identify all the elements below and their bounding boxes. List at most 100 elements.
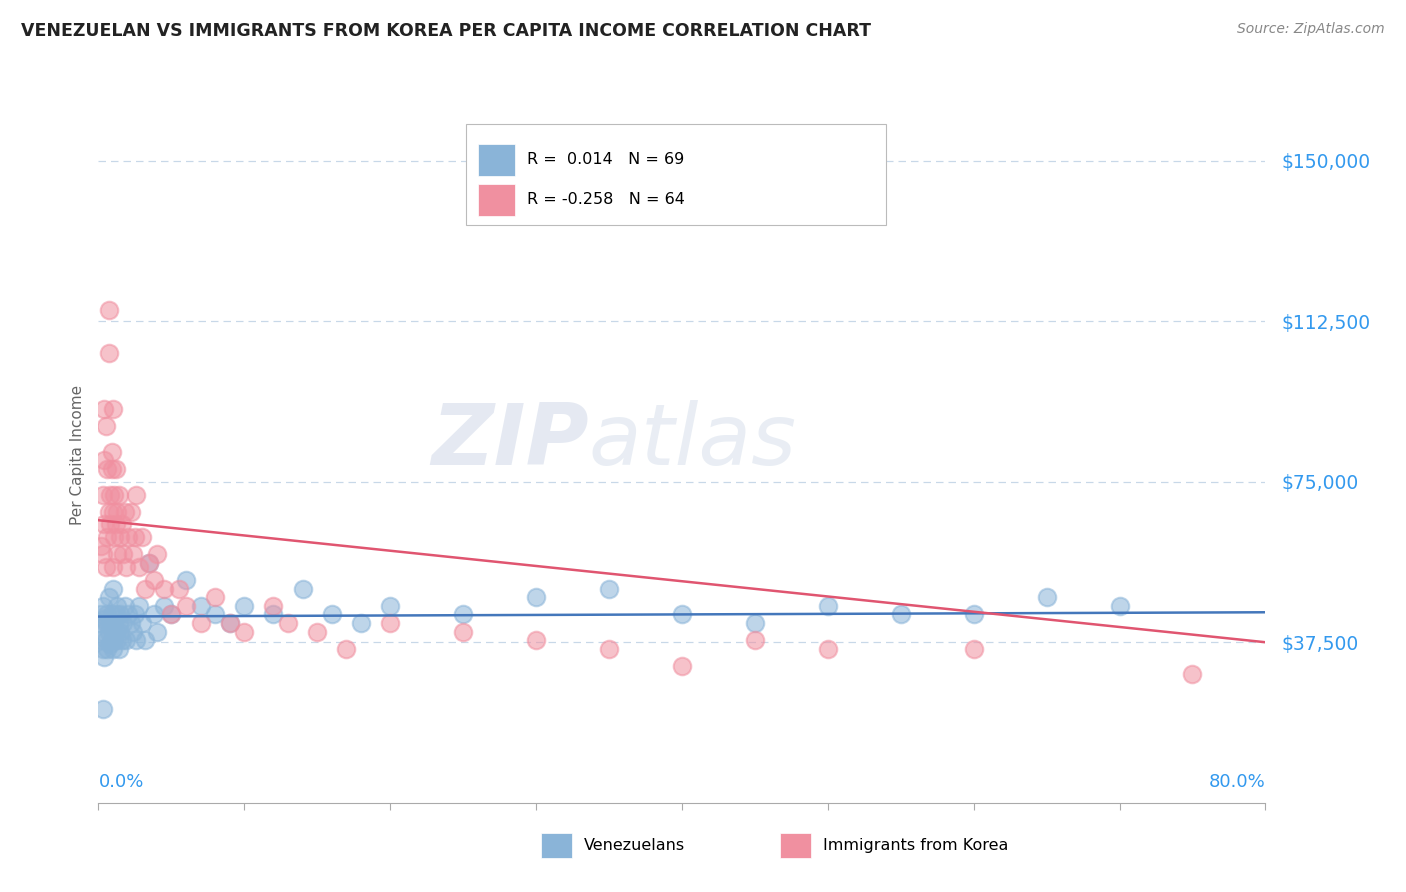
Point [160,607,183,622]
Point [94,615,117,630]
Point [233,624,256,639]
Point [142,607,165,622]
Point [174,599,197,613]
Point [97,624,120,639]
Text: R =  0.014   N = 69: R = 0.014 N = 69 [527,152,683,167]
Text: 0.0%: 0.0% [98,772,143,791]
Point [98,637,121,651]
Point [112,615,135,630]
Point [378,599,402,613]
Point [138,556,160,570]
Point [101,401,124,416]
Point [204,607,226,622]
Point [105,548,128,562]
Text: Venezuelans: Venezuelans [583,838,685,853]
Point [190,599,212,613]
Point [1181,667,1204,681]
Point [93,453,115,467]
Point [108,615,131,630]
Point [120,505,142,519]
Point [262,599,284,613]
Point [146,624,169,639]
Point [90,633,112,648]
Point [138,556,160,570]
Point [890,607,912,622]
Point [101,560,124,574]
Point [115,633,138,648]
Point [98,487,121,501]
Point [115,560,138,574]
Point [96,607,118,622]
Point [110,530,132,544]
FancyBboxPatch shape [478,185,515,216]
Point [117,607,139,622]
Point [218,615,240,630]
Point [671,658,693,673]
Point [120,615,142,630]
Point [167,582,190,596]
Point [378,615,402,630]
Point [146,548,169,562]
Point [97,591,120,605]
Point [321,607,343,622]
Text: VENEZUELAN VS IMMIGRANTS FROM KOREA PER CAPITA INCOME CORRELATION CHART: VENEZUELAN VS IMMIGRANTS FROM KOREA PER … [21,22,872,40]
Point [524,591,547,605]
Text: Source: ZipAtlas.com: Source: ZipAtlas.com [1237,22,1385,37]
Text: R = -0.258   N = 64: R = -0.258 N = 64 [527,192,685,207]
Point [91,701,114,715]
Point [134,633,156,648]
Point [124,530,146,544]
Point [524,633,547,648]
Text: 80.0%: 80.0% [1209,772,1265,791]
Point [96,462,118,476]
Point [125,487,148,501]
Point [103,487,125,501]
FancyBboxPatch shape [465,124,886,226]
Point [110,624,132,639]
Text: atlas: atlas [589,400,797,483]
Point [744,615,766,630]
Point [122,624,145,639]
FancyBboxPatch shape [478,144,515,176]
Point [114,599,136,613]
Point [91,599,114,613]
Point [153,582,176,596]
Point [91,641,114,656]
Point [108,487,131,501]
Point [100,607,122,622]
Point [190,615,212,630]
Point [598,641,620,656]
Point [103,530,125,544]
Point [744,633,766,648]
Point [105,505,128,519]
Point [671,607,693,622]
Point [124,607,146,622]
Point [101,505,124,519]
Point [108,641,131,656]
Y-axis label: Per Capita Income: Per Capita Income [69,384,84,525]
Point [1108,599,1130,613]
Point [1035,591,1057,605]
Point [111,517,134,532]
Point [100,462,122,476]
Point [93,401,115,416]
Point [962,641,984,656]
Point [103,633,125,648]
Point [117,530,139,544]
Point [262,607,284,622]
Point [104,462,127,476]
Point [218,615,240,630]
Point [98,517,121,532]
Point [131,530,153,544]
Point [100,633,122,648]
Point [451,607,474,622]
Point [307,624,329,639]
Point [277,615,299,630]
Point [111,633,134,648]
Bar [780,833,811,858]
Point [104,517,127,532]
Point [817,641,839,656]
Point [90,539,112,553]
Point [93,612,115,626]
Point [817,599,839,613]
